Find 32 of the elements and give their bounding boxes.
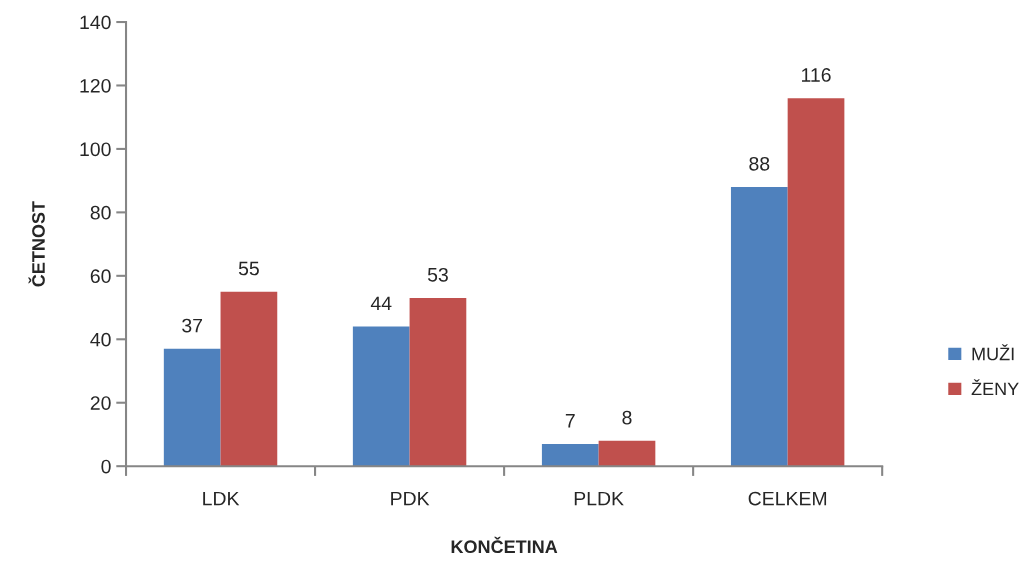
x-tick-label: CELKEM: [748, 491, 827, 506]
data-label: 88: [749, 156, 770, 171]
bar: [352, 326, 410, 467]
y-tick-label: 0: [101, 459, 111, 474]
x-tick-label: PDK: [391, 491, 430, 506]
y-tick-label: 100: [80, 142, 111, 157]
data-label: 8: [622, 410, 632, 425]
y-tick-label: 80: [90, 205, 111, 220]
legend-label: ŽENY: [971, 379, 1019, 396]
bar: [541, 443, 599, 467]
y-tick-label: 20: [90, 396, 111, 410]
data-label: 53: [427, 267, 448, 282]
data-label: 116: [802, 68, 831, 82]
x-axis-title: KONČETINA: [451, 536, 558, 554]
x-tick-label: LDK: [203, 491, 240, 506]
data-label: 55: [238, 261, 259, 276]
y-tick-label: 140: [80, 15, 111, 30]
y-tick-label: 40: [90, 332, 111, 347]
y-axis-title: ČETNOST: [28, 201, 45, 287]
bar: [598, 440, 656, 467]
bar: [163, 348, 221, 467]
bar: [730, 186, 788, 467]
y-tick-label: 120: [80, 78, 111, 93]
data-label: 7: [565, 414, 575, 428]
bar: [787, 98, 845, 467]
bar: [409, 298, 467, 467]
legend-label: MUŽI: [972, 344, 1014, 361]
data-label: 44: [370, 296, 392, 311]
data-label: 37: [182, 318, 203, 333]
x-tick-label: PLDK: [574, 491, 624, 506]
y-tick-label: 60: [90, 269, 111, 284]
bar: [220, 291, 278, 467]
